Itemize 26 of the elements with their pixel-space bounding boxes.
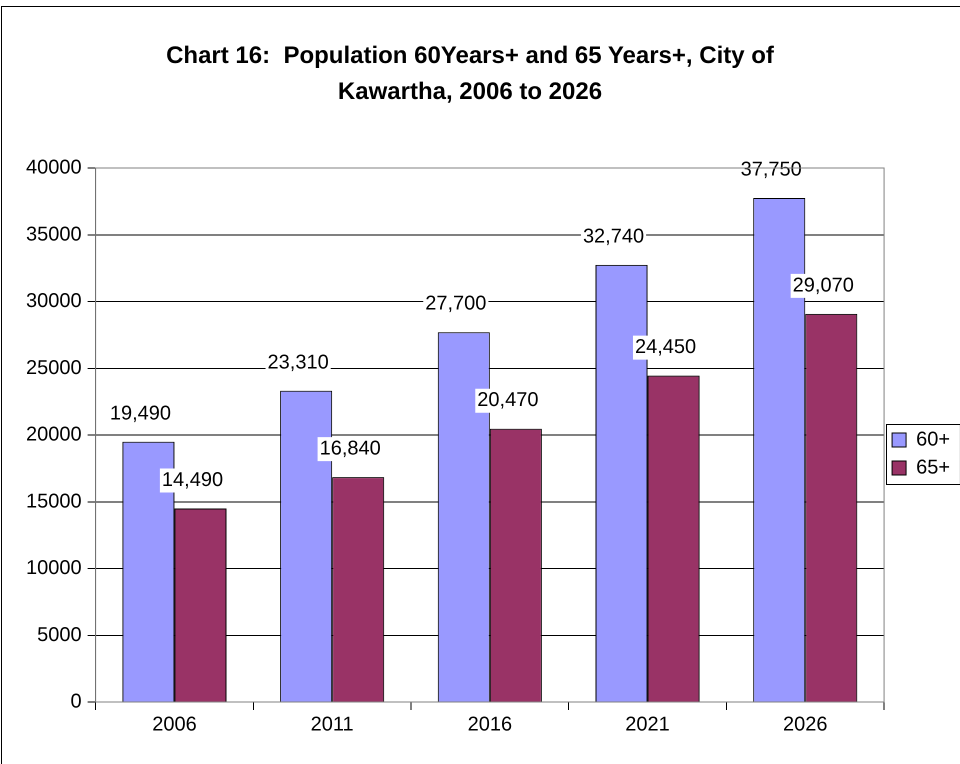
x-tick-label: 2026 bbox=[782, 714, 828, 736]
x-tick-label: 2006 bbox=[152, 714, 197, 736]
legend-label: 65+ bbox=[916, 456, 950, 479]
y-tick-label: 0 bbox=[70, 690, 82, 713]
data-label: 24,450 bbox=[634, 336, 696, 358]
data-label: 19,490 bbox=[110, 402, 172, 424]
x-tick-label: 2021 bbox=[625, 714, 670, 736]
data-label: 16,840 bbox=[320, 438, 381, 460]
y-tick-label: 5000 bbox=[37, 624, 82, 646]
y-tick-label: 25000 bbox=[26, 356, 82, 379]
data-label: 20,470 bbox=[477, 389, 538, 412]
y-tick-label: 35000 bbox=[26, 223, 82, 246]
data-label: 14,490 bbox=[162, 469, 224, 492]
y-tick-label: 30000 bbox=[26, 290, 82, 312]
y-tick-label: 20000 bbox=[26, 424, 82, 446]
data-label: 23,310 bbox=[268, 351, 329, 374]
x-tick-label: 2016 bbox=[468, 714, 512, 736]
chart-title: Chart 16: Population 60Years+ and 65 Years+, City of Kawartha, 2006 to 2026 bbox=[165, 41, 775, 107]
x-tick-label: 2011 bbox=[310, 714, 354, 736]
y-tick-label: 40000 bbox=[26, 156, 82, 179]
y-tick-label: 15000 bbox=[26, 490, 82, 512]
data-label: 27,700 bbox=[425, 292, 486, 315]
data-label: 32,740 bbox=[582, 225, 644, 248]
data-label: 29,070 bbox=[792, 274, 854, 296]
y-tick-label: 10000 bbox=[26, 557, 82, 580]
legend-label: 60+ bbox=[916, 428, 950, 451]
